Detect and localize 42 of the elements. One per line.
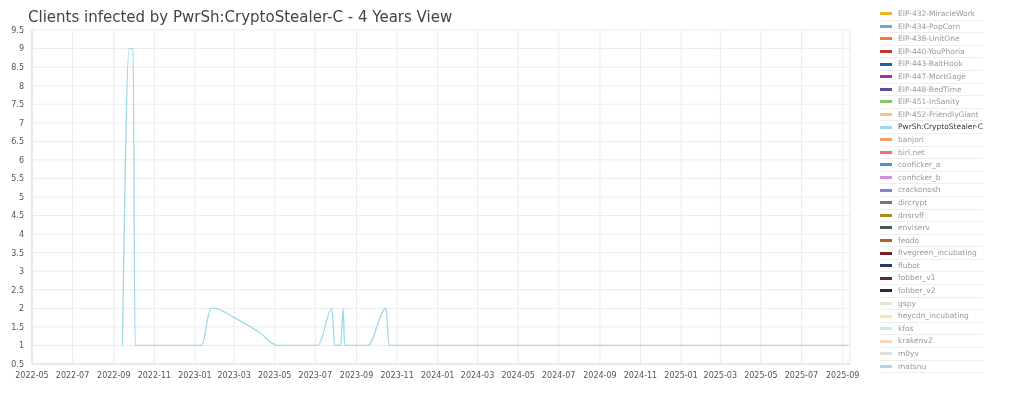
line-series: [121, 47, 850, 347]
y-tick-label: 0.5: [11, 359, 24, 369]
x-tick-label: 2025-05: [744, 370, 778, 380]
x-tick-label: 2022-11: [137, 370, 172, 380]
x-tick-label: 2022-09: [97, 370, 131, 380]
x-tick-label: 2024-05: [501, 370, 535, 380]
y-tick-label: 8.5: [11, 62, 24, 72]
y-tick-label: 5: [18, 192, 24, 202]
y-tick-label: 4: [18, 229, 24, 239]
x-tick-label: 2024-09: [583, 370, 617, 380]
y-tick-label: 7: [18, 118, 24, 128]
y-tick-label: 3: [18, 267, 24, 277]
y-tick-label: 2: [18, 304, 24, 314]
y-tick-label: 2.5: [11, 285, 24, 295]
x-tick-label: 2023-09: [339, 370, 374, 380]
y-tick-label: 7.5: [11, 100, 24, 110]
x-tick-label: 2023-07: [298, 370, 333, 380]
y-tick-label: 4.5: [11, 211, 24, 221]
chart-title: Clients infected by PwrSh:CryptoStealer-C - 4 Years View: [28, 8, 453, 26]
y-tick-label: 8: [18, 81, 24, 91]
x-tick-label: 2024-01: [420, 370, 455, 380]
x-tick-label: 2023-01: [178, 370, 212, 380]
y-tick-label: 1: [18, 341, 24, 351]
y-tick-label: 1.5: [11, 322, 24, 332]
x-tick-label: 2022-07: [55, 370, 90, 380]
x-tick-label: 2025-01: [664, 370, 698, 380]
y-tick-label: 6.5: [11, 137, 24, 147]
y-tick-label: 6: [18, 155, 24, 165]
x-tick-label: 2025-03: [703, 370, 738, 380]
x-tick-label: 2023-05: [258, 370, 292, 380]
y-tick-label: 9: [18, 44, 24, 54]
x-tick-label: 2022-05: [15, 370, 49, 380]
x-tick-label: 2025-09: [825, 370, 860, 380]
x-tick-label: 2023-03: [217, 370, 251, 380]
x-tick-label: 2023-11: [380, 370, 414, 380]
y-tick-label: 5.5: [11, 174, 24, 184]
x-tick-label: 2024-03: [460, 370, 495, 380]
x-tick-label: 2024-11: [623, 370, 658, 380]
x-tick-label: 2024-07: [541, 370, 576, 380]
y-tick-label: 3.5: [11, 248, 24, 258]
x-tick-label: 2025-07: [784, 370, 819, 380]
y-tick-label: 9.5: [11, 25, 24, 35]
